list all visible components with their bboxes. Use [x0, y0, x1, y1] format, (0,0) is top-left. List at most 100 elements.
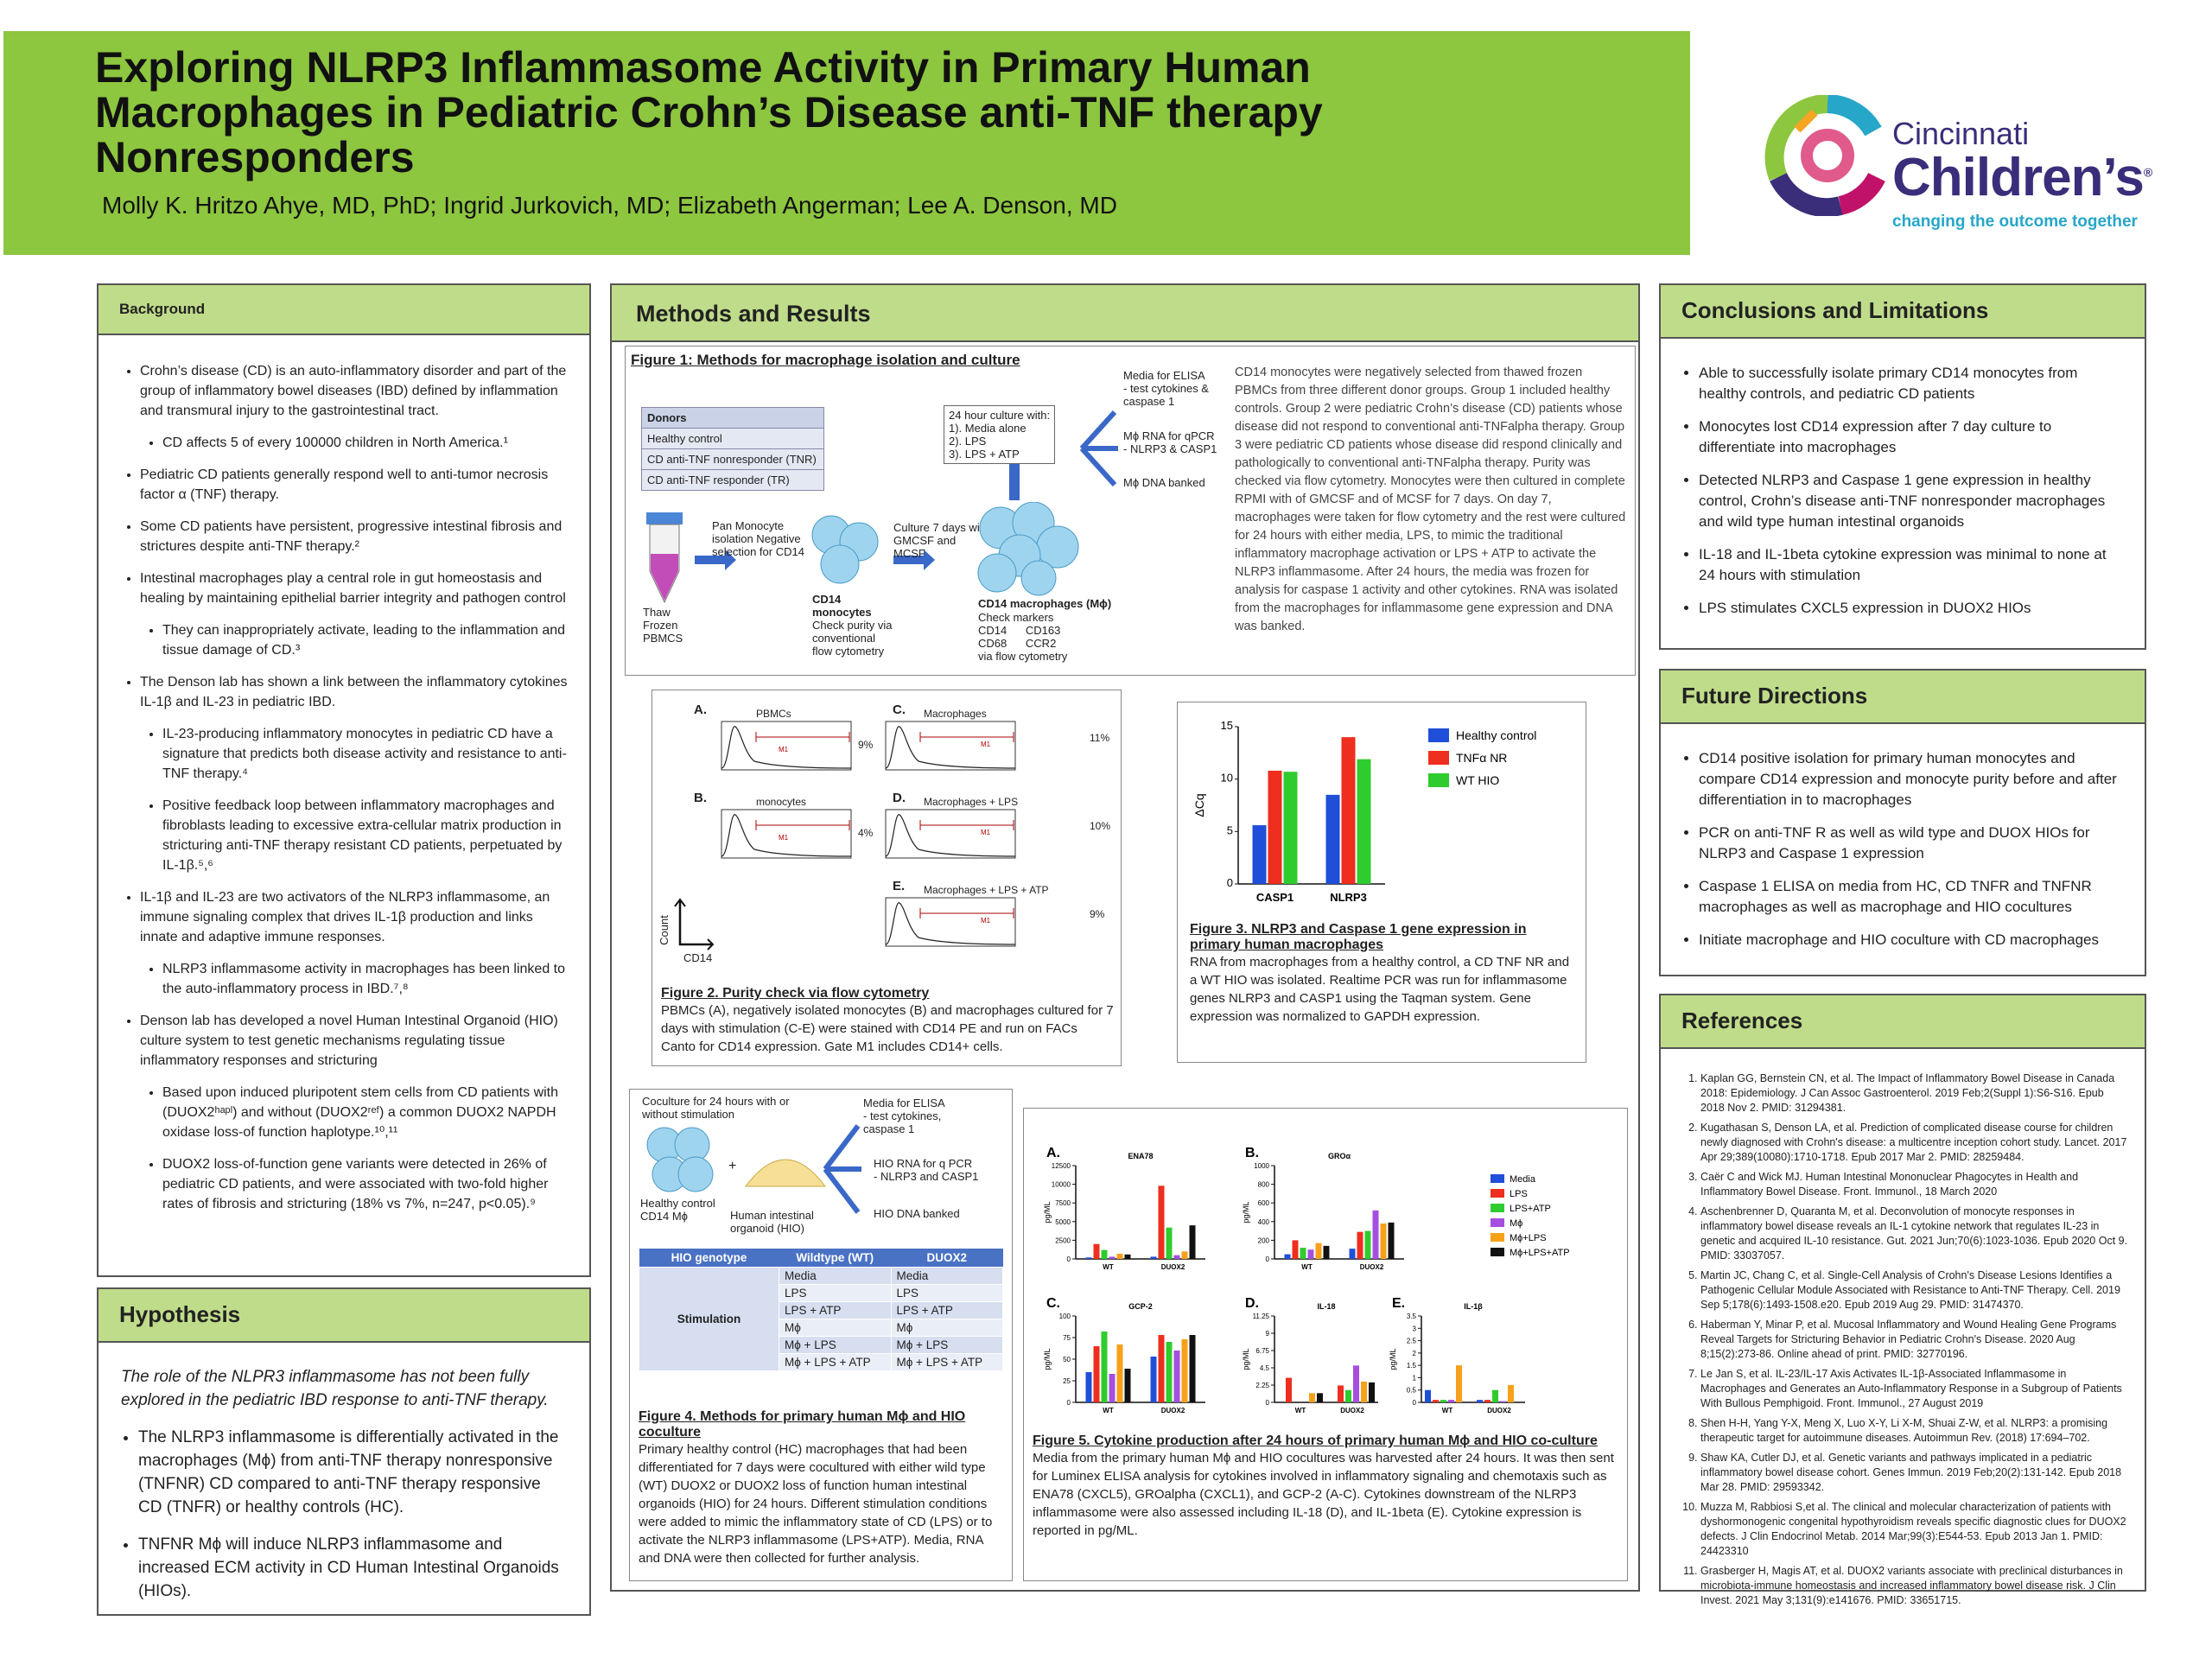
hypothesis-lead: The role of the NLPR3 inflammasome has n… [121, 1368, 549, 1409]
figure3: 0 5 10 15 CASP1 NLRP3 ΔCq Healthy control TNFα N… [1177, 702, 1586, 1063]
y-tick-label: 10 [1221, 772, 1233, 785]
references-heading: References [1661, 995, 2145, 1049]
bar [1307, 1249, 1314, 1259]
bar [1173, 1255, 1180, 1259]
y-axis-label: pg/ML [1043, 1348, 1052, 1370]
references-panel: References Kaplan GG, Bernstein CN, et a… [1659, 994, 2146, 1606]
reference-item: Caër C and Wick MJ. Human Intestinal Mon… [1700, 1170, 2129, 1199]
fig3-caption-block: Figure 3. NLRP3 and Caspase 1 gene expre… [1190, 922, 1579, 1026]
bar [1369, 1382, 1375, 1402]
bar [1181, 1339, 1188, 1402]
cd14-monocytes-label: CD14 monocytes [812, 593, 872, 619]
bar [1388, 1222, 1395, 1259]
legend-label: Mϕ+LPS+ATP [1510, 1248, 1570, 1258]
future-panel: Future Directions CD14 positive isolatio… [1659, 669, 2146, 976]
y-tick-label: 400 [1258, 1218, 1270, 1226]
panel-percent: 4% [858, 827, 874, 839]
macrophage-cluster-icon [646, 1127, 714, 1192]
stimulation-table: HIO genotype Wildtype (WT) DUOX2 Stimula… [639, 1249, 1003, 1371]
title-line: Macrophages in Pediatric Crohn’s Disease… [95, 88, 1323, 137]
reference-item: Haberman Y, Minar P, et al. Mucosal Infl… [1700, 1318, 2129, 1362]
category-label: WT [1295, 1407, 1306, 1414]
bar-chart: 0 5 10 15 CASP1 NLRP3 ΔCq [1192, 719, 1385, 904]
conclusion-item: Able to successfully isolate primary CD1… [1699, 363, 2126, 404]
bar [1380, 1223, 1387, 1259]
table-cell: Mϕ + LPS + ATP [890, 1353, 1003, 1371]
background-item: The Denson lab has shown a link between … [140, 672, 572, 712]
table-row: Stimulation Media Media [639, 1267, 1003, 1371]
fig2-title: Figure 2. Purity check via flow cytometr… [661, 986, 930, 1001]
panel-letter: D. [893, 791, 906, 805]
gate-label: M1 [779, 834, 789, 842]
donors-header: Donors [641, 407, 824, 429]
background-item: CD affects 5 of every 100000 children in… [162, 433, 572, 453]
hypothesis-heading: Hypothesis [99, 1289, 589, 1343]
panel-letter: B. [694, 791, 707, 805]
fig3-title: Figure 3. NLRP3 and Caspase 1 gene expre… [1190, 922, 1527, 952]
legend-swatch [1491, 1248, 1504, 1256]
panel-name: monocytes [756, 796, 807, 808]
logo-line1: Cincinnati [1892, 116, 2030, 151]
poster-title: Exploring NLRP3 Inflammasome Activity in… [95, 45, 1443, 180]
pan-monocyte-label: Pan Monocyte isolation Negative selectio… [712, 519, 804, 558]
fig4-output-rna: HIO RNA for q PCR - NLRP3 and CASP1 [874, 1157, 979, 1183]
bar [1286, 1377, 1292, 1402]
y-tick-label: 9 [1266, 1330, 1270, 1338]
background-item: Based upon induced pluripotent stem cell… [162, 1083, 572, 1142]
conclusions-list: Able to successfully isolate primary CD1… [1661, 339, 2145, 619]
bar [1109, 1374, 1116, 1402]
table-header-cell: HIO genotype [671, 1251, 747, 1264]
conclusion-item: Monocytes lost CD14 expression after 7 d… [1699, 416, 2126, 458]
hypothesis-item: TNFNR Mϕ will induce NLRP3 inflammasome … [138, 1533, 567, 1603]
flow-panel: B. monocytes 4% M1 [661, 785, 912, 872]
figure5: 0 2500 5000 7500 10000 12500 WT DUOX2 pg/ML ENA78… [1023, 1108, 1628, 1581]
category-label: DUOX2 [1340, 1407, 1364, 1414]
bar [1292, 1240, 1299, 1259]
y-tick-label: 5000 [1055, 1218, 1071, 1226]
category-label: WT [1301, 1263, 1313, 1271]
thaw-label: Thaw Frozen PBMCS [643, 606, 683, 645]
bar [1325, 794, 1340, 884]
table-cell: Media [890, 1267, 1003, 1285]
arrow-icon [893, 550, 935, 570]
y-tick-label: 6.75 [1255, 1347, 1269, 1355]
hio-label: Human intestinal organoid (HIO) [730, 1209, 814, 1235]
methods-panel: Methods and Results Figure 1: Methods fo… [610, 283, 1640, 1592]
reference-item: Kaplan GG, Bernstein CN, et al. The Impa… [1700, 1071, 2129, 1116]
arrow-icon [695, 550, 736, 570]
background-list: Crohn’s disease (CD) is an auto-inflamma… [99, 335, 589, 1214]
legend-label: Mϕ+LPS [1510, 1233, 1547, 1243]
bar [1085, 1372, 1092, 1402]
legend-swatch [1491, 1174, 1504, 1183]
panel-name: PBMCs [756, 708, 791, 720]
panel-letter: E. [893, 879, 906, 893]
legend-label: Healthy control [1456, 728, 1536, 742]
future-heading: Future Directions [1661, 671, 2145, 724]
category-label: CASP1 [1256, 891, 1294, 904]
logo-tagline: changing the outcome together [1892, 213, 2138, 231]
bar [1181, 1251, 1188, 1259]
category-label: WT [1103, 1407, 1114, 1414]
legend-label: Media [1510, 1174, 1536, 1185]
reference-item: Muzza M, Rabbiosi S,et al. The clinical … [1700, 1500, 2129, 1559]
category-label: WT [1103, 1263, 1114, 1271]
bar [1300, 1248, 1306, 1259]
bar [1364, 1230, 1371, 1259]
bar [1109, 1256, 1116, 1259]
legend-swatch [1428, 773, 1449, 787]
conclusion-item: LPS stimulates CXCL5 expression in DUOX2… [1699, 598, 2126, 619]
flow-panel: E. Macrophages + LPS + ATP 9% M1 [860, 874, 1110, 960]
figure4: Coculture for 24 hours with or without s… [629, 1089, 1013, 1581]
table-row: LPS LPS [639, 1284, 1003, 1302]
fig1-output-dna: Mϕ DNA banked [1123, 476, 1205, 489]
logo-line2: Children’s® [1892, 147, 2152, 208]
axes-icon [674, 898, 715, 950]
y-tick-label: 0 [1413, 1399, 1417, 1407]
branch-arrows-icon [823, 1124, 861, 1214]
bar [1189, 1225, 1196, 1259]
organoid-icon [745, 1159, 826, 1187]
reference-item: Shen H-H, Yang Y-X, Meng X, Luo X-Y, Li … [1700, 1416, 2129, 1446]
panel-letter: E. [1392, 1296, 1405, 1311]
legend-swatch [1428, 728, 1449, 742]
chart-title: ENA78 [1128, 1152, 1153, 1160]
